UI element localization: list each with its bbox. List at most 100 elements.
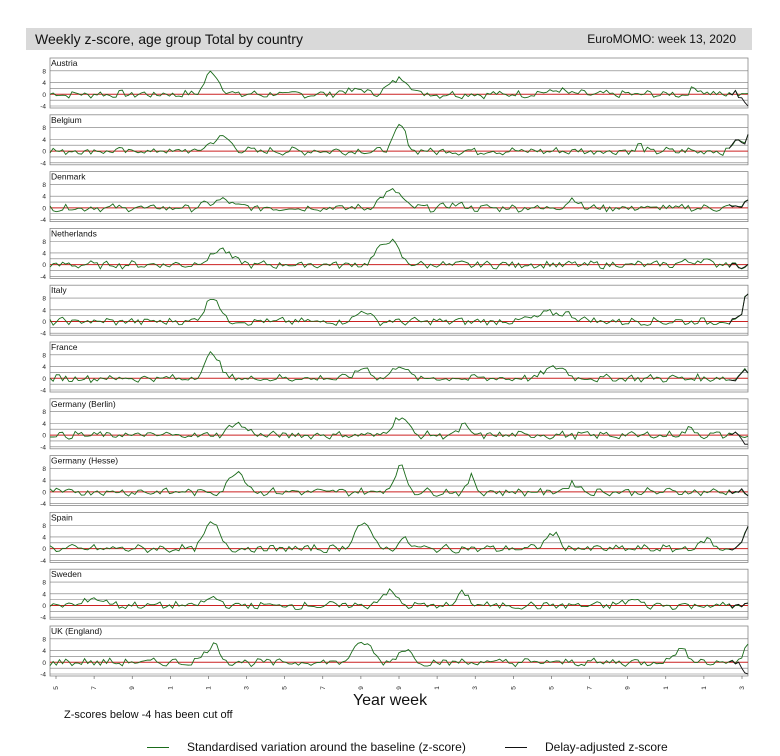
zscore-line-spain <box>49 521 749 554</box>
zscore-line-austria <box>49 70 749 100</box>
y-tick-label-spain: 4 <box>42 534 46 541</box>
y-tick-label-belgium: 8 <box>42 125 46 132</box>
panel-frame-france <box>49 341 749 393</box>
country-label-netherlands: Netherlands <box>51 228 97 238</box>
country-label-denmark: Denmark <box>51 172 86 182</box>
country-label-austria: Austria <box>51 58 78 68</box>
y-tick-label-germany-hesse: 8 <box>42 466 46 473</box>
x-tick-label: 2019-17 <box>587 686 594 690</box>
y-tick-label-sweden: 0 <box>42 603 46 610</box>
x-tick-label: 2018-45 <box>510 686 517 690</box>
y-tick-label-uk-england: 4 <box>42 648 46 655</box>
y-tick-label-france: -4 <box>40 388 46 395</box>
y-tick-label-spain: 0 <box>42 546 46 553</box>
delay-adjusted-line-france <box>729 368 749 382</box>
legend-item-delay-adjusted: Delay-adjusted z-score <box>505 740 668 754</box>
y-tick-label-denmark: 0 <box>42 205 46 212</box>
panel-frame-uk-england <box>49 625 749 677</box>
zscore-chart: 8 4 0 -4 Austria 8 4 0 -4 Belgium 8 4 0 -4 Denmark 8 4 0 -… <box>40 57 749 690</box>
y-tick-label-germany-berlin: 8 <box>42 409 46 416</box>
y-tick-label-italy: 0 <box>42 319 46 326</box>
panel-frame-belgium <box>49 114 749 166</box>
delay-adjusted-line-uk-england <box>728 660 749 675</box>
y-tick-label-denmark: -4 <box>40 217 46 224</box>
cutoff-note: Z-scores below -4 has been cut off <box>64 709 233 721</box>
zscore-line-belgium <box>49 123 749 156</box>
delay-adjusted-line-netherlands <box>728 263 749 269</box>
delay-adjusted-line-germany-berlin <box>729 431 749 445</box>
y-tick-label-sweden: -4 <box>40 615 46 622</box>
y-tick-label-austria: 4 <box>42 80 46 87</box>
y-tick-label-belgium: -4 <box>40 160 46 167</box>
x-tick-label: 2016-41 <box>167 686 174 690</box>
delay-adjusted-line-germany-hesse <box>728 488 749 497</box>
zscore-line-denmark <box>49 187 749 213</box>
y-tick-label-spain: -4 <box>40 558 46 565</box>
x-tick-label: 2017-37 <box>320 686 327 690</box>
y-tick-label-sweden: 4 <box>42 591 46 598</box>
x-tick-label: 2018-21 <box>434 686 441 690</box>
y-tick-label-netherlands: 8 <box>42 239 46 246</box>
y-tick-label-denmark: 4 <box>42 194 46 201</box>
y-tick-label-france: 8 <box>42 352 46 359</box>
y-tick-label-germany-hesse: 4 <box>42 478 46 485</box>
x-tick-label: 2019-41 <box>663 686 670 690</box>
week-label: EuroMOMO: week 13, 2020 <box>587 32 736 46</box>
x-axis-title: Year week <box>352 692 428 709</box>
y-tick-label-france: 4 <box>42 364 46 371</box>
x-tick-label: 2019-05 <box>548 686 555 690</box>
y-tick-label-germany-berlin: -4 <box>40 444 46 451</box>
country-label-belgium: Belgium <box>51 115 82 125</box>
x-tick-label: 2016-05 <box>53 686 60 690</box>
x-tick-label: 2017-49 <box>358 686 365 690</box>
y-tick-label-uk-england: 0 <box>42 660 46 667</box>
y-tick-label-belgium: 4 <box>42 137 46 144</box>
y-tick-label-uk-england: -4 <box>40 672 46 679</box>
legend-swatch-delay-adjusted <box>505 747 527 749</box>
chart-title: Weekly z-score, age group Total by count… <box>35 31 303 47</box>
delay-adjusted-line-denmark <box>728 199 749 208</box>
country-label-germany-berlin: Germany (Berlin) <box>51 399 116 409</box>
country-label-uk-england: UK (England) <box>51 626 102 636</box>
x-tick-label: 2017-25 <box>282 686 289 690</box>
zscore-line-uk-england <box>49 641 749 668</box>
y-tick-label-netherlands: -4 <box>40 274 46 281</box>
country-label-spain: Spain <box>51 512 73 522</box>
x-tick-label: 2018-33 <box>472 686 479 690</box>
zscore-line-italy <box>49 294 749 327</box>
panel-frame-germany-berlin <box>49 398 749 450</box>
delay-adjusted-line-spain <box>729 526 749 551</box>
chart-header: Weekly z-score, age group Total by count… <box>26 28 752 50</box>
panel-frame-italy <box>49 284 749 336</box>
country-label-sweden: Sweden <box>51 569 82 579</box>
y-tick-label-france: 0 <box>42 376 46 383</box>
x-tick-label: 2020-13 <box>739 686 746 690</box>
country-label-italy: Italy <box>51 285 67 295</box>
zscore-line-netherlands <box>49 238 749 270</box>
y-tick-label-spain: 8 <box>42 523 46 530</box>
zscore-line-sweden <box>49 588 749 610</box>
panel-frame-netherlands <box>49 227 749 279</box>
y-tick-label-belgium: 0 <box>42 149 46 156</box>
y-tick-label-netherlands: 0 <box>42 262 46 269</box>
delay-adjusted-line-sweden <box>728 602 749 609</box>
y-tick-label-italy: 4 <box>42 307 46 314</box>
x-tick-label: 2016-29 <box>129 686 136 690</box>
x-tick-label: 2019-29 <box>625 686 632 690</box>
y-tick-label-germany-berlin: 4 <box>42 421 46 428</box>
x-tick-label: 2020-01 <box>701 686 708 690</box>
delay-adjusted-line-italy <box>728 293 749 325</box>
y-tick-label-italy: -4 <box>40 331 46 338</box>
panel-frame-sweden <box>49 568 749 620</box>
legend-label-delay-adjusted: Delay-adjusted z-score <box>545 740 668 754</box>
zscore-line-france <box>49 350 749 384</box>
legend-item-zscore: Standardised variation around the baseli… <box>147 740 466 754</box>
x-tick-label: 2016-17 <box>91 686 98 690</box>
delay-adjusted-line-belgium <box>728 134 749 149</box>
panel-frame-denmark <box>49 171 749 223</box>
zscore-line-germany-hesse <box>49 464 749 497</box>
x-tick-label: 2018-09 <box>396 686 403 690</box>
panel-frame-spain <box>49 512 749 563</box>
zscore-line-germany-berlin <box>49 417 749 441</box>
legend-swatch-zscore <box>147 747 169 749</box>
